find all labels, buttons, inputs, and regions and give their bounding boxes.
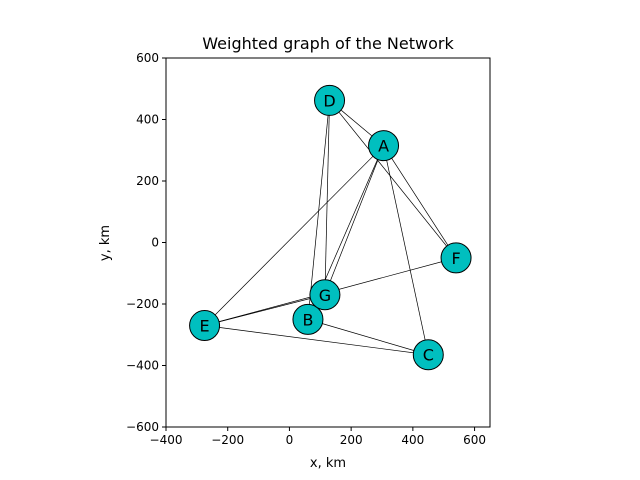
x-tick-label: 200 — [340, 433, 363, 447]
y-tick-label: −200 — [126, 297, 159, 311]
node-A — [368, 130, 400, 162]
x-tick-label: 0 — [286, 433, 294, 447]
node-label-G: G — [319, 286, 331, 305]
nodes-layer: A B C D E F G — [189, 84, 472, 371]
node-F — [440, 242, 472, 274]
node-label-D: D — [323, 91, 335, 110]
edge-A-G — [324, 145, 384, 295]
edge-D-B — [307, 100, 330, 320]
edge-A-E — [204, 145, 384, 326]
node-label-E: E — [200, 317, 210, 336]
chart-title: Weighted graph of the Network — [202, 34, 454, 53]
x-axis-label: x, km — [310, 456, 346, 471]
edge-B-C — [307, 319, 429, 356]
node-E — [189, 310, 221, 342]
x-tick-label: −400 — [150, 433, 183, 447]
x-tick-label: 600 — [463, 433, 486, 447]
node-C — [412, 339, 444, 371]
edges-layer — [204, 100, 457, 356]
node-label-F: F — [451, 249, 460, 268]
edge-E-G — [204, 294, 326, 326]
node-D — [314, 84, 346, 116]
node-B — [292, 303, 324, 335]
y-tick-label: −400 — [126, 359, 159, 373]
node-label-C: C — [423, 346, 434, 365]
y-tick-label: 0 — [151, 236, 159, 250]
edge-D-G — [324, 100, 330, 295]
x-tick-label: −200 — [211, 433, 244, 447]
edge-A-C — [383, 145, 429, 355]
y-tick-label: 400 — [136, 113, 159, 127]
x-axis: −400 −200 0 200 400 600 — [150, 427, 486, 447]
edge-A-F — [383, 145, 457, 259]
y-tick-label: 200 — [136, 174, 159, 188]
y-tick-label: −600 — [126, 420, 159, 434]
node-label-A: A — [378, 137, 389, 156]
y-axis: −600 −400 −200 0 200 400 600 — [126, 51, 166, 434]
node-G — [309, 279, 341, 311]
node-label-B: B — [302, 310, 313, 329]
x-tick-label: 400 — [401, 433, 424, 447]
edge-D-F — [329, 100, 457, 259]
edge-E-C — [204, 325, 429, 356]
y-axis-label: y, km — [98, 225, 113, 261]
y-tick-label: 600 — [136, 51, 159, 65]
